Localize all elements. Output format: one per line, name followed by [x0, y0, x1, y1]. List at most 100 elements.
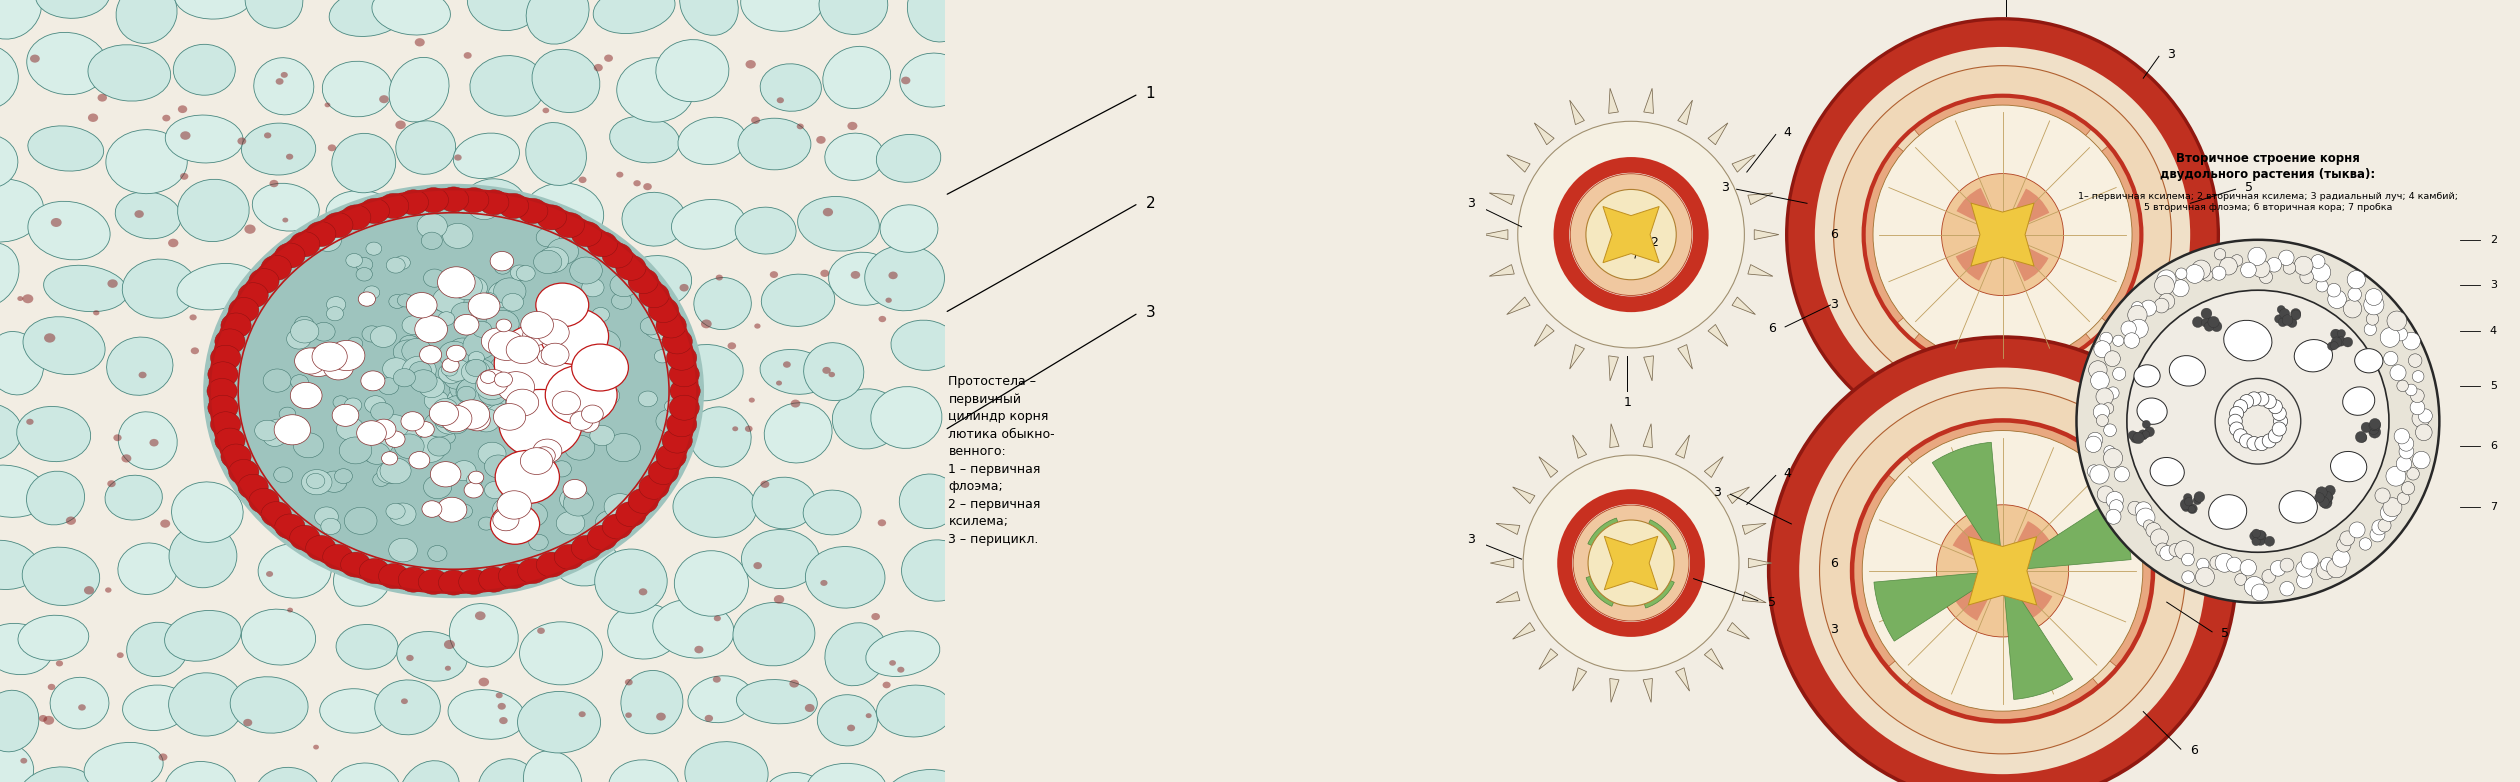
Circle shape: [438, 363, 464, 383]
Circle shape: [381, 458, 411, 484]
Ellipse shape: [50, 677, 108, 729]
Circle shape: [544, 410, 575, 436]
Circle shape: [2336, 337, 2346, 346]
Circle shape: [877, 519, 887, 526]
Text: 5: 5: [2490, 381, 2497, 391]
Ellipse shape: [0, 465, 48, 518]
Ellipse shape: [595, 549, 668, 613]
Polygon shape: [1754, 230, 1779, 239]
Circle shape: [484, 455, 512, 478]
Circle shape: [159, 753, 166, 761]
Polygon shape: [1489, 193, 1515, 205]
Circle shape: [461, 277, 486, 299]
Polygon shape: [1608, 356, 1618, 381]
Circle shape: [2369, 426, 2381, 438]
Wedge shape: [2003, 188, 2049, 235]
Text: 1– первичная ксилема; 2 вторичная ксилема; 3 радиальный луч; 4 камбий;
5 вторичн: 1– первичная ксилема; 2 вторичная ксилем…: [2079, 192, 2457, 212]
Circle shape: [2104, 351, 2119, 367]
Circle shape: [2255, 392, 2268, 406]
Text: 4: 4: [1784, 127, 1792, 139]
Circle shape: [512, 265, 529, 281]
Polygon shape: [1610, 679, 1618, 702]
Ellipse shape: [764, 773, 827, 782]
Circle shape: [582, 405, 602, 423]
Circle shape: [537, 552, 567, 577]
Circle shape: [406, 655, 413, 661]
Ellipse shape: [35, 0, 111, 18]
Circle shape: [1585, 189, 1676, 280]
Circle shape: [433, 287, 464, 313]
Circle shape: [2240, 560, 2255, 576]
Circle shape: [212, 345, 242, 370]
Circle shape: [590, 425, 615, 446]
Text: 2: 2: [1147, 196, 1154, 211]
Circle shape: [789, 680, 799, 687]
Ellipse shape: [867, 631, 940, 676]
Circle shape: [307, 473, 325, 489]
Circle shape: [2145, 427, 2155, 436]
Polygon shape: [1968, 536, 2036, 605]
Circle shape: [469, 377, 491, 396]
Circle shape: [2145, 520, 2155, 531]
Circle shape: [363, 431, 393, 457]
Polygon shape: [1489, 558, 1515, 568]
Circle shape: [386, 431, 406, 447]
Ellipse shape: [106, 337, 174, 396]
Circle shape: [207, 362, 237, 387]
Circle shape: [655, 409, 685, 433]
Circle shape: [1769, 337, 2235, 782]
Circle shape: [1862, 431, 2142, 711]
Circle shape: [398, 567, 428, 592]
Circle shape: [696, 646, 703, 653]
Circle shape: [2389, 364, 2407, 381]
Circle shape: [665, 400, 680, 413]
Circle shape: [1819, 388, 2185, 754]
Circle shape: [665, 412, 696, 437]
Circle shape: [746, 425, 753, 432]
Ellipse shape: [665, 345, 743, 401]
Polygon shape: [1507, 297, 1530, 314]
Ellipse shape: [670, 199, 746, 249]
Circle shape: [449, 405, 471, 424]
Circle shape: [2220, 257, 2238, 275]
Circle shape: [262, 369, 292, 392]
Circle shape: [456, 504, 471, 518]
Circle shape: [529, 534, 549, 551]
Polygon shape: [1608, 88, 1618, 113]
Circle shape: [496, 450, 559, 504]
Ellipse shape: [18, 767, 98, 782]
Wedge shape: [1956, 188, 2003, 235]
Circle shape: [456, 357, 484, 379]
Ellipse shape: [174, 0, 255, 19]
Circle shape: [403, 316, 426, 335]
Circle shape: [542, 108, 549, 113]
Circle shape: [2276, 315, 2283, 323]
Circle shape: [625, 712, 633, 718]
Circle shape: [431, 461, 461, 487]
Circle shape: [1570, 174, 1691, 296]
Circle shape: [2240, 262, 2255, 278]
Circle shape: [214, 428, 244, 453]
Text: 6: 6: [2182, 385, 2190, 397]
Circle shape: [2397, 380, 2409, 392]
Circle shape: [564, 488, 590, 510]
Ellipse shape: [479, 759, 537, 782]
Circle shape: [527, 393, 544, 409]
Ellipse shape: [519, 622, 602, 685]
Circle shape: [323, 213, 353, 238]
Circle shape: [512, 459, 534, 479]
Circle shape: [2248, 392, 2260, 406]
Ellipse shape: [0, 135, 18, 188]
Circle shape: [2386, 311, 2407, 331]
Circle shape: [441, 358, 459, 372]
Circle shape: [2321, 558, 2334, 572]
Circle shape: [290, 320, 320, 343]
Circle shape: [1565, 170, 1696, 300]
Ellipse shape: [18, 615, 88, 660]
Circle shape: [320, 518, 340, 535]
Circle shape: [582, 278, 605, 297]
Circle shape: [18, 296, 23, 301]
Circle shape: [2137, 508, 2155, 527]
Circle shape: [507, 389, 539, 416]
Circle shape: [38, 715, 48, 722]
